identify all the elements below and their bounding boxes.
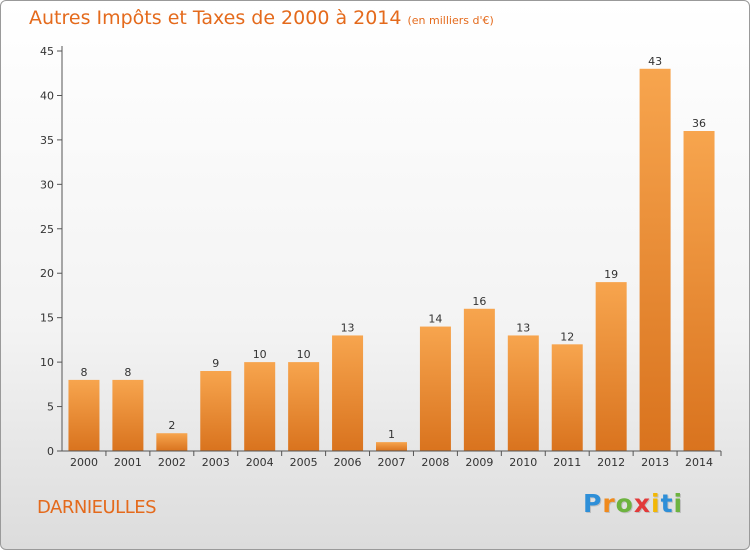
x-tick-label: 2012	[597, 456, 625, 469]
data-label: 16	[472, 295, 486, 308]
logo-letter: i	[673, 489, 684, 518]
bar-2001	[112, 379, 144, 451]
bar-2013	[639, 68, 671, 452]
chart-title: Autres Impôts et Taxes de 2000 à 2014 (en…	[29, 7, 494, 29]
location-name: DARNIEULLES	[37, 497, 157, 518]
y-tick-label: 30	[40, 178, 54, 191]
bar-2006	[332, 335, 364, 451]
data-label: 13	[516, 321, 530, 334]
bar-2012	[595, 282, 627, 451]
logo-letter: t	[660, 489, 674, 518]
logo-letter: x	[633, 489, 651, 518]
data-label: 19	[604, 268, 618, 281]
bar-2002	[156, 433, 188, 451]
x-tick-label: 2001	[114, 456, 142, 469]
y-tick-label: 25	[40, 223, 54, 236]
bar-2008	[419, 326, 451, 451]
bar-2000	[68, 379, 100, 451]
x-tick-label: 2003	[202, 456, 230, 469]
x-tick-label: 2000	[70, 456, 98, 469]
y-tick-label: 10	[40, 356, 54, 369]
logo-letter: i	[651, 489, 661, 518]
data-label: 2	[168, 419, 175, 432]
data-label: 13	[341, 321, 355, 334]
x-tick-label: 2006	[334, 456, 362, 469]
data-label: 8	[80, 366, 87, 379]
x-tick-label: 2008	[421, 456, 449, 469]
y-tick-label: 0	[47, 445, 54, 458]
chart-subtitle: (en milliers d'€)	[407, 14, 494, 27]
x-tick-label: 2011	[553, 456, 581, 469]
proxiti-logo: Proxiti	[583, 489, 683, 518]
data-label: 10	[297, 348, 311, 361]
x-tick-label: 2007	[378, 456, 406, 469]
axes-layer: 0 5 10 15 20 25 30 35 40 45	[40, 45, 722, 458]
x-tick-label: 2002	[158, 456, 186, 469]
bars-layer	[68, 68, 715, 452]
y-tick-label: 45	[40, 45, 54, 58]
bar-2005	[288, 362, 320, 451]
bar-2014	[683, 131, 715, 451]
data-label: 8	[124, 366, 131, 379]
bar-2009	[463, 308, 495, 451]
labels-layer: 2000 8 2001 8 2002 2 2003 9 2004 10 2005 10 2006 13 20…	[70, 55, 713, 469]
data-label: 43	[648, 55, 662, 68]
data-label: 10	[253, 348, 267, 361]
x-tick-label: 2010	[509, 456, 537, 469]
bar-2003	[200, 371, 232, 451]
y-tick-label: 35	[40, 134, 54, 147]
data-label: 12	[560, 330, 574, 343]
data-label: 1	[388, 428, 395, 441]
data-label: 9	[212, 357, 219, 370]
x-tick-label: 2004	[246, 456, 274, 469]
logo-letter: o	[615, 489, 634, 518]
x-tick-label: 2014	[685, 456, 713, 469]
logo-letter: r	[602, 489, 616, 518]
bar-2007	[376, 442, 407, 451]
x-tick-label: 2013	[641, 456, 669, 469]
y-tick-label: 40	[40, 89, 54, 102]
bar-2010	[507, 335, 539, 451]
y-tick-label: 15	[40, 312, 54, 325]
data-label: 36	[692, 117, 706, 130]
bar-2004	[244, 362, 276, 451]
data-label: 14	[428, 313, 442, 326]
chart-title-text: Autres Impôts et Taxes de 2000 à 2014	[29, 7, 402, 29]
y-tick-label: 5	[47, 401, 54, 414]
bar-2011	[551, 344, 583, 451]
y-tick-label: 20	[40, 267, 54, 280]
x-tick-label: 2009	[465, 456, 493, 469]
x-tick-label: 2005	[290, 456, 318, 469]
logo-letter: P	[583, 489, 603, 518]
